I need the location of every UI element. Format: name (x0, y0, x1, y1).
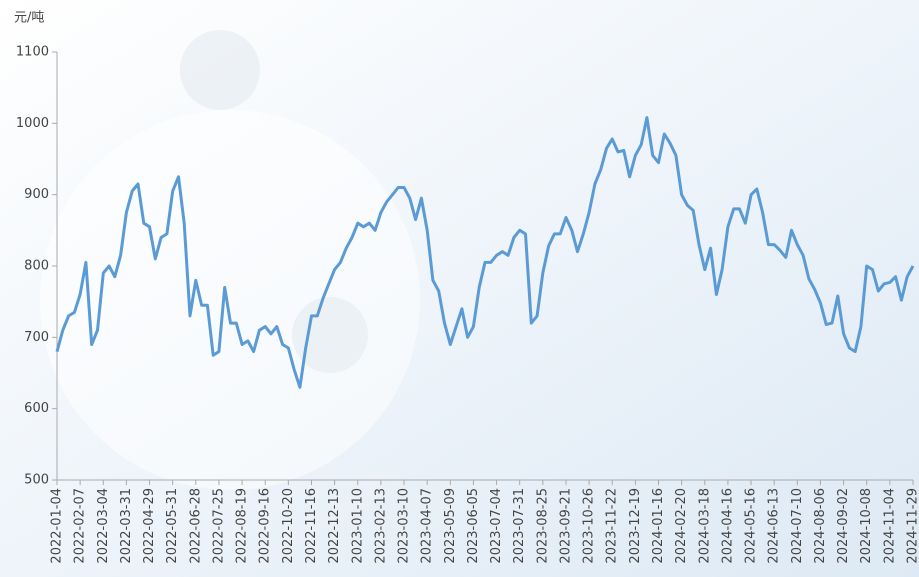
x-tick-label: 2022-03-31 (119, 488, 134, 564)
x-tick-label: 2023-03-10 (397, 488, 412, 564)
y-tick-label: 1000 (16, 116, 49, 131)
x-tick-label: 2023-04-07 (420, 488, 435, 564)
x-tick-label: 2024-09-02 (836, 488, 851, 564)
y-tick-label: 800 (24, 259, 49, 274)
y-tick-label: 600 (24, 401, 49, 416)
x-tick-label: 2024-11-04 (882, 488, 897, 564)
x-tick-label: 2023-07-31 (512, 488, 527, 564)
x-tick-label: 2023-12-19 (628, 488, 643, 564)
x-tick-label: 2024-03-18 (697, 488, 712, 564)
x-tick-label: 2022-12-13 (327, 488, 342, 564)
y-tick-label: 900 (24, 187, 49, 202)
y-tick-label: 500 (24, 473, 49, 488)
x-tick-label: 2024-08-06 (813, 488, 828, 564)
x-tick-label: 2022-06-28 (188, 488, 203, 564)
x-tick-label: 2023-05-09 (443, 488, 458, 564)
x-tick-label: 2024-06-13 (767, 488, 782, 564)
x-tick-label: 2024-04-16 (720, 488, 735, 564)
x-tick-label: 2022-01-04 (50, 488, 65, 564)
x-tick-label: 2023-07-04 (489, 488, 504, 564)
x-tick-label: 2022-09-16 (258, 488, 273, 564)
x-tick-label: 2022-11-16 (304, 488, 319, 564)
decoration (180, 30, 260, 110)
x-tick-label: 2023-09-21 (558, 488, 573, 564)
x-tick-label: 2023-08-25 (535, 488, 550, 564)
x-tick-label: 2023-06-05 (466, 488, 481, 564)
x-tick-label: 2024-10-08 (859, 488, 874, 564)
x-tick-label: 2023-02-13 (373, 488, 388, 564)
x-tick-label: 2023-11-22 (605, 488, 620, 564)
x-tick-label: 2022-08-19 (235, 488, 250, 564)
x-tick-label: 2022-03-04 (96, 488, 111, 564)
y-tick-label: 1100 (16, 45, 49, 60)
x-tick-label: 2024-02-20 (674, 488, 689, 564)
y-tick-label: 700 (24, 330, 49, 345)
x-tick-label: 2022-10-20 (281, 488, 296, 564)
x-tick-label: 2024-07-10 (790, 488, 805, 564)
x-tick-label: 2023-01-10 (350, 488, 365, 564)
x-tick-label: 2022-02-07 (73, 488, 88, 564)
x-tick-label: 2024-05-16 (744, 488, 759, 564)
decoration (40, 110, 420, 490)
x-tick-label: 2023-10-26 (582, 488, 597, 564)
line (55, 116, 915, 389)
x-tick-label: 2022-07-25 (211, 488, 226, 564)
x-tick-label: 2024-11-29 (906, 488, 919, 564)
x-tick-label: 2022-04-29 (142, 488, 157, 564)
x-tick-label: 2022-05-31 (165, 488, 180, 564)
x-tick-label: 2024-01-16 (651, 488, 666, 564)
y-axis-label: 元/吨 (14, 11, 44, 26)
